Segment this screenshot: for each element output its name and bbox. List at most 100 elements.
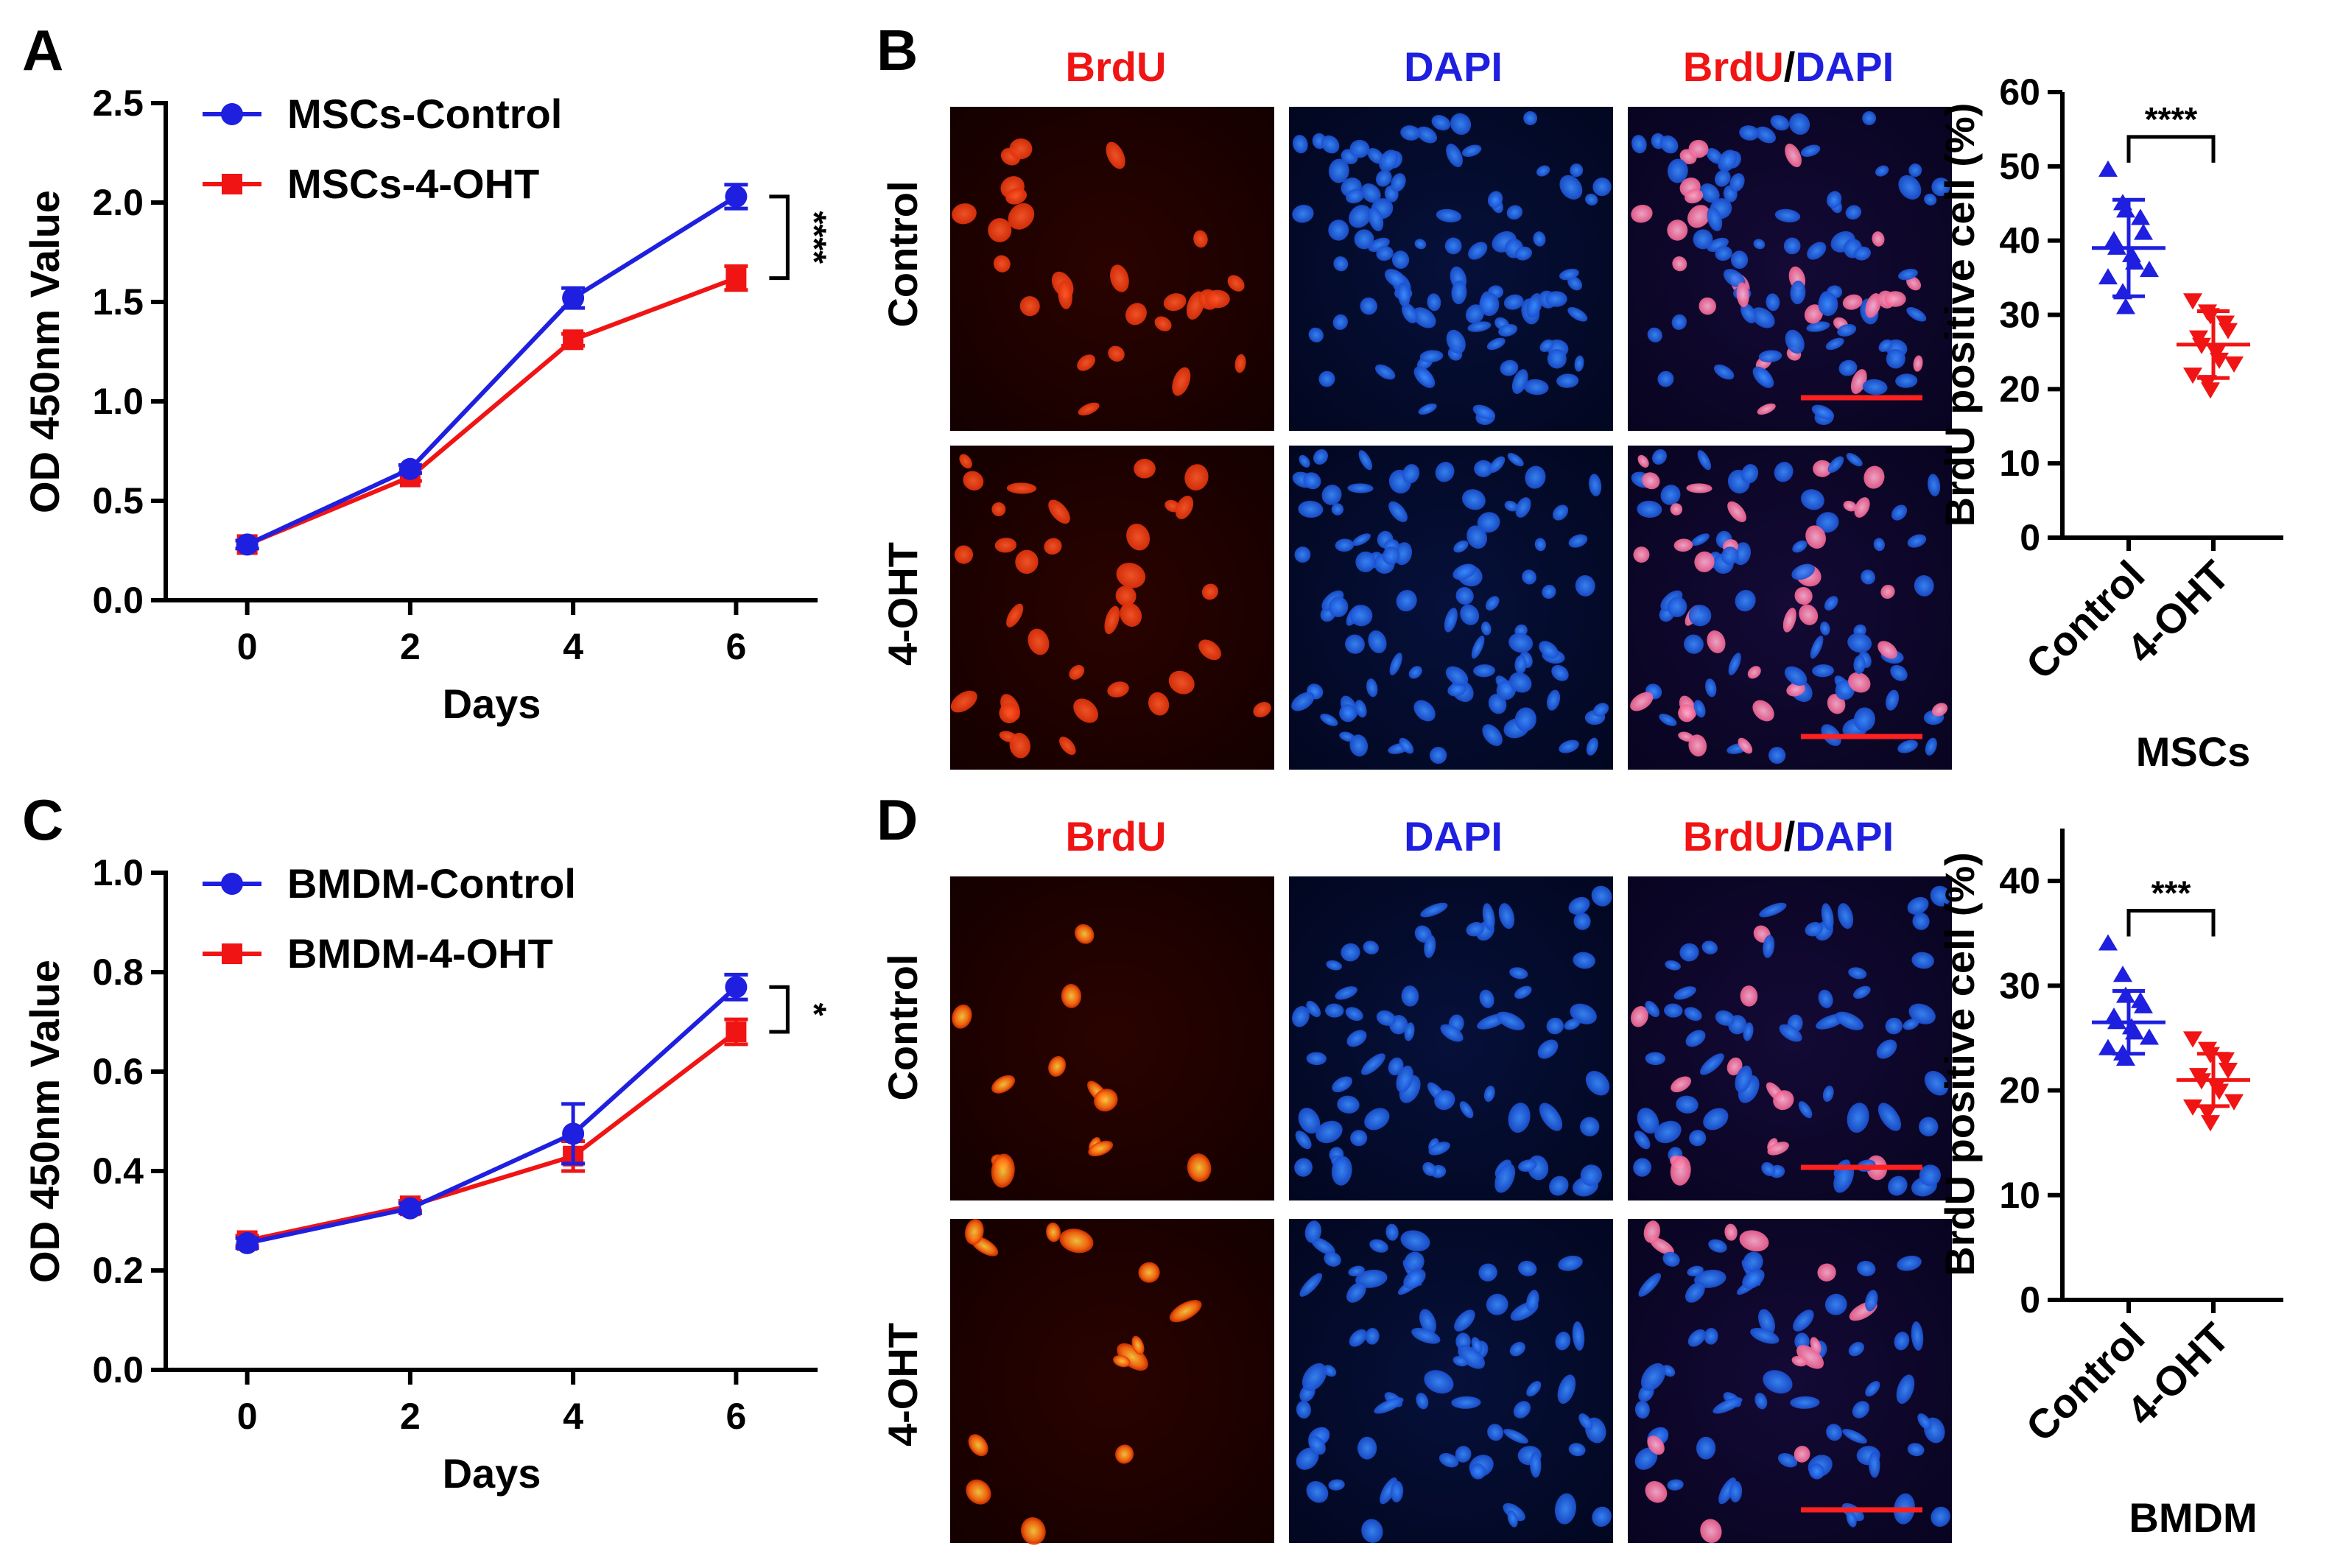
nucleus	[1332, 314, 1348, 330]
y-tick-label: 30	[1999, 965, 2040, 1006]
y-tick-label: 20	[1999, 1070, 2040, 1111]
nucleus	[1886, 689, 1900, 711]
nucleus	[1928, 474, 1941, 496]
nucleus	[1735, 1065, 1752, 1093]
significance-bracket	[2126, 908, 2216, 937]
nucleus	[1700, 1519, 1722, 1544]
nucleus	[1175, 496, 1194, 519]
nucleus	[1115, 1444, 1134, 1464]
y-tick-label: 0.2	[92, 1250, 144, 1291]
group-label: MSCs	[2136, 728, 2251, 775]
y-tick-label: 0.6	[92, 1051, 144, 1092]
col-header-dapi-d: DAPI	[1404, 813, 1503, 859]
nucleus	[1758, 350, 1782, 363]
nucleus	[1721, 546, 1739, 565]
nucleus	[1335, 986, 1357, 1000]
nucleus	[1578, 1413, 1593, 1430]
nucleus	[1556, 373, 1579, 388]
nucleus	[1333, 256, 1349, 272]
data-point	[2116, 1049, 2135, 1066]
data-point	[2140, 1028, 2159, 1045]
series-line	[246, 275, 737, 547]
nucleus	[1154, 316, 1172, 331]
nucleus	[1785, 144, 1802, 168]
x-tick-label: 6	[726, 626, 746, 667]
nucleus	[1306, 1052, 1327, 1066]
nucleus	[1739, 125, 1760, 141]
x-axis-title: Days	[443, 1450, 541, 1497]
nucleus	[1504, 500, 1518, 512]
nucleus	[1396, 589, 1417, 612]
y-tick-label: 0	[2020, 517, 2040, 558]
nucleus	[1069, 664, 1085, 680]
nucleus	[1397, 282, 1411, 308]
nucleus	[1876, 1039, 1897, 1059]
nucleus	[1673, 538, 1693, 552]
x-tick-label: 6	[726, 1396, 746, 1437]
nucleus	[1298, 500, 1324, 518]
nucleus	[1292, 204, 1314, 223]
nucleus	[1494, 1163, 1516, 1193]
nucleus	[1919, 1117, 1939, 1136]
data-point	[2183, 368, 2202, 384]
line-chart-a: 0.0 0.5 1.0 1.5 2.0 2.5 0 2 4 6 Days OD 450nm Value…	[21, 82, 833, 727]
nucleus	[1482, 724, 1503, 746]
nucleus	[1884, 291, 1906, 307]
nucleus	[1824, 596, 1838, 611]
nucleus	[1360, 297, 1377, 315]
nucleus	[1328, 1479, 1345, 1491]
nucleus	[1753, 239, 1766, 250]
merge-blue: DAPI	[1795, 813, 1894, 859]
data-point	[2219, 1063, 2238, 1080]
nucleus	[1758, 1309, 1775, 1335]
nucleus	[1853, 707, 1875, 731]
y-tick-label: 0.4	[92, 1150, 144, 1192]
nucleus	[1234, 354, 1246, 373]
y-tick-label: 0.5	[92, 480, 144, 521]
nucleus	[1875, 165, 1889, 177]
data-point	[2116, 986, 2135, 1003]
y-tick-label: 1.0	[92, 852, 144, 893]
y-tick-label: 60	[1999, 71, 2040, 113]
nucleus	[1873, 538, 1885, 552]
nucleus	[1547, 689, 1561, 711]
nucleus	[1634, 1447, 1658, 1470]
data-point	[562, 286, 585, 309]
nucleus	[1907, 1443, 1925, 1457]
nucleus	[1650, 1237, 1674, 1255]
nucleus	[1574, 355, 1584, 372]
nucleus	[1637, 454, 1649, 468]
nucleus	[999, 703, 1019, 724]
line-chart-c: 0.0 0.2 0.4 0.6 0.8 1.0 0 2 4 6 Days OD 450nm Value…	[21, 852, 833, 1497]
nucleus	[1568, 534, 1588, 548]
x-tick-label: Control	[2017, 1314, 2153, 1450]
nucleus	[1846, 453, 1863, 467]
y-tick-label: 20	[1999, 368, 2040, 409]
nucleus	[1413, 700, 1436, 722]
nucleus	[1332, 1076, 1353, 1093]
nucleus	[1740, 303, 1757, 324]
nucleus	[1193, 230, 1208, 248]
nucleus	[954, 545, 974, 564]
nucleus	[1807, 242, 1827, 260]
nucleus	[1557, 1374, 1576, 1404]
nucleus	[1559, 268, 1579, 281]
nucleus	[1321, 135, 1340, 154]
nucleus	[1514, 707, 1536, 731]
y-tick-label: 0	[2020, 1279, 2040, 1321]
nucleus	[1793, 1309, 1814, 1332]
nucleus	[1483, 1086, 1495, 1103]
data-point	[2224, 1094, 2244, 1111]
legend-label: BMDM-4-OHT	[287, 930, 553, 977]
nucleus	[1533, 231, 1546, 247]
nucleus	[1391, 173, 1406, 192]
nucleus	[1486, 1293, 1508, 1315]
nucleus	[1471, 635, 1485, 659]
nucleus	[1634, 1400, 1650, 1419]
nucleus	[1402, 303, 1418, 324]
nucleus	[1498, 323, 1518, 337]
nucleus	[1422, 1161, 1437, 1176]
nucleus	[1346, 1030, 1367, 1047]
nucleus	[1848, 967, 1867, 980]
nucleus	[1877, 641, 1897, 659]
